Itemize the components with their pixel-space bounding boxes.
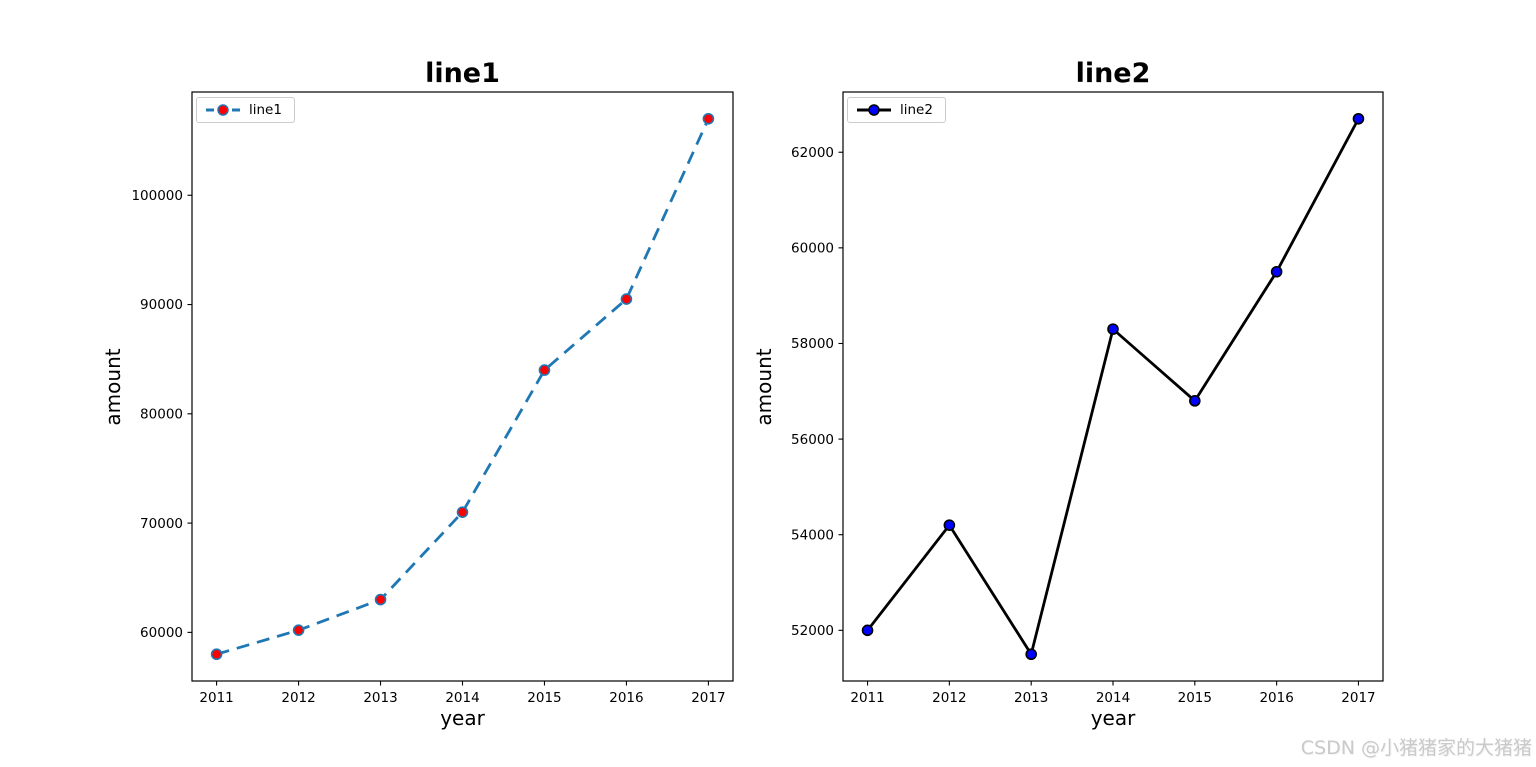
data-point-line2 bbox=[1352, 112, 1365, 125]
y-tick-label: 54000 bbox=[791, 527, 834, 543]
data-point-line2 bbox=[1270, 265, 1283, 278]
series-line-line1 bbox=[216, 118, 710, 656]
x-tick-label: 2012 bbox=[932, 690, 966, 706]
x-tick-label: 2011 bbox=[199, 690, 233, 706]
data-point-line1 bbox=[374, 593, 387, 606]
y-tick-label: 80000 bbox=[140, 407, 183, 423]
x-tick-label: 2013 bbox=[363, 690, 397, 706]
x-tick-label: 2016 bbox=[1259, 690, 1293, 706]
chart1-legend-line-sample-icon bbox=[206, 104, 240, 116]
chart1-y-axis-label: amount bbox=[101, 347, 125, 426]
x-tick-label: 2016 bbox=[609, 690, 643, 706]
data-point-line1 bbox=[456, 506, 469, 518]
data-point-line1 bbox=[292, 624, 305, 636]
axes-frame bbox=[842, 91, 1384, 682]
csdn-watermark: CSDN @小猪猪家的大猪猪 bbox=[1300, 737, 1532, 759]
chart1-legend: line1 bbox=[196, 97, 295, 123]
data-point-line1 bbox=[210, 648, 223, 661]
x-tick-label: 2012 bbox=[281, 690, 315, 706]
chart2-legend-label: line2 bbox=[900, 102, 933, 118]
data-point-line2 bbox=[1107, 323, 1119, 335]
data-point-line1 bbox=[538, 364, 551, 376]
data-point-line1 bbox=[702, 112, 715, 125]
axes-frame bbox=[191, 91, 734, 682]
data-point-line2 bbox=[1025, 648, 1037, 661]
y-tick-label: 60000 bbox=[791, 241, 834, 257]
x-tick-label: 2015 bbox=[1178, 690, 1212, 706]
chart1-title: line1 bbox=[425, 58, 500, 89]
y-tick-label: 58000 bbox=[791, 336, 834, 352]
x-tick-label: 2011 bbox=[850, 690, 884, 706]
data-point-line2 bbox=[1189, 395, 1201, 407]
chart2-x-axis-label: year bbox=[1090, 706, 1136, 730]
data-point-line2 bbox=[861, 624, 874, 637]
x-tick-label: 2017 bbox=[1341, 690, 1375, 706]
chart2-title: line2 bbox=[1075, 58, 1151, 89]
x-tick-label: 2017 bbox=[691, 690, 725, 706]
y-tick-label: 70000 bbox=[140, 516, 183, 532]
data-point-line1 bbox=[620, 293, 633, 305]
y-tick-label: 60000 bbox=[140, 625, 183, 641]
x-tick-label: 2014 bbox=[1096, 690, 1130, 706]
data-point-line2 bbox=[943, 519, 956, 531]
legend-marker bbox=[217, 104, 229, 116]
y-tick-label: 56000 bbox=[791, 432, 834, 448]
y-tick-label: 100000 bbox=[131, 188, 183, 204]
y-tick-label: 90000 bbox=[140, 297, 183, 313]
chart2-y-axis-label: amount bbox=[752, 347, 776, 426]
chart2-legend: line2 bbox=[847, 97, 946, 123]
x-tick-label: 2014 bbox=[445, 690, 479, 706]
chart1-legend-label: line1 bbox=[249, 102, 282, 118]
legend-marker bbox=[868, 104, 880, 116]
series-line-line2 bbox=[866, 118, 1360, 658]
y-tick-label: 62000 bbox=[791, 145, 834, 161]
chart1-x-axis-label: year bbox=[440, 706, 485, 730]
chart2-legend-line-sample-icon bbox=[857, 104, 891, 116]
x-tick-label: 2013 bbox=[1014, 690, 1048, 706]
y-tick-label: 52000 bbox=[791, 623, 834, 639]
x-tick-label: 2015 bbox=[527, 690, 561, 706]
